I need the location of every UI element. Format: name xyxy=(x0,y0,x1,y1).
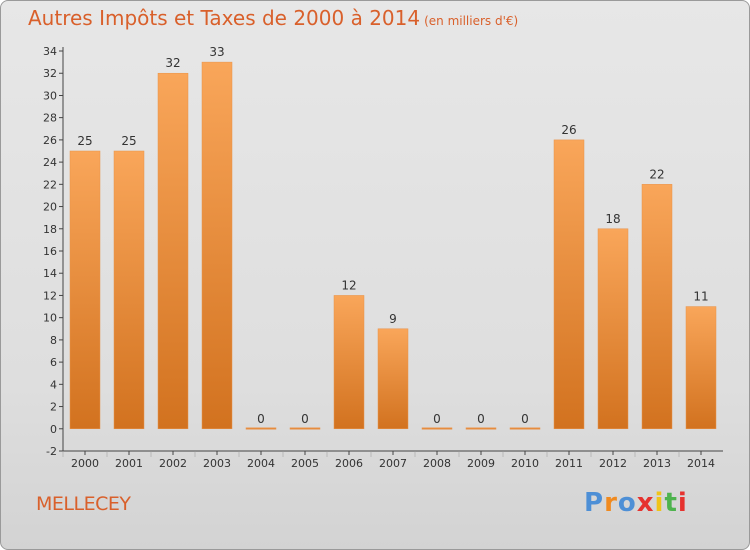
data-label: 18 xyxy=(605,212,620,226)
data-label: 0 xyxy=(521,412,529,426)
data-label: 12 xyxy=(341,278,356,292)
y-tick-label: 22 xyxy=(43,178,57,191)
bar xyxy=(509,427,541,430)
x-tick-label: 2014 xyxy=(687,457,715,470)
data-label: 33 xyxy=(209,45,224,59)
y-tick-label: 6 xyxy=(50,356,57,369)
data-label: 26 xyxy=(561,123,576,137)
bar xyxy=(333,295,365,430)
y-tick-label: 14 xyxy=(43,267,57,280)
x-tick-label: 2001 xyxy=(115,457,143,470)
x-tick-label: 2013 xyxy=(643,457,671,470)
y-tick-label: 20 xyxy=(43,201,57,214)
bar xyxy=(553,139,585,430)
chart-title-text: Autres Impôts et Taxes de 2000 à 2014 xyxy=(28,6,421,30)
x-tick-label: 2005 xyxy=(291,457,319,470)
data-label: 25 xyxy=(77,134,92,148)
y-tick-label: 8 xyxy=(50,334,57,347)
x-tick-label: 2002 xyxy=(159,457,187,470)
bars xyxy=(69,61,717,430)
y-tick-label: 32 xyxy=(43,67,57,80)
brand-letter: t xyxy=(664,488,678,518)
y-tick-label: 30 xyxy=(43,89,57,102)
bar xyxy=(465,427,497,430)
brand-letter: i xyxy=(677,488,688,518)
y-tick-label: 26 xyxy=(43,134,57,147)
brand-letter: r xyxy=(604,488,618,518)
brand-logo[interactable]: Proxiti xyxy=(584,488,688,518)
brand-letter: i xyxy=(654,488,665,518)
bar xyxy=(289,427,321,430)
bar xyxy=(69,150,101,430)
x-tick-label: 2003 xyxy=(203,457,231,470)
bar xyxy=(113,150,145,430)
x-tick-label: 2009 xyxy=(467,457,495,470)
data-label: 0 xyxy=(477,412,485,426)
y-tick-label: 10 xyxy=(43,312,57,325)
bar xyxy=(641,184,673,430)
data-label: 25 xyxy=(121,134,136,148)
bar xyxy=(685,306,717,430)
bar xyxy=(245,427,277,430)
bar xyxy=(421,427,453,430)
y-tick-label: 16 xyxy=(43,245,57,258)
y-tick-label: 24 xyxy=(43,156,57,169)
bar xyxy=(377,328,409,430)
data-label: 9 xyxy=(389,312,397,326)
x-tick-label: 2011 xyxy=(555,457,583,470)
bar xyxy=(597,228,629,430)
y-tick-label: 0 xyxy=(50,423,57,436)
data-label: 0 xyxy=(301,412,309,426)
chart-title: Autres Impôts et Taxes de 2000 à 2014 (en… xyxy=(28,6,518,30)
x-tick-label: 2004 xyxy=(247,457,275,470)
x-tick-label: 2006 xyxy=(335,457,363,470)
data-label: 0 xyxy=(257,412,265,426)
x-tick-label: 2010 xyxy=(511,457,539,470)
x-tick-label: 2008 xyxy=(423,457,451,470)
x-tick-label: 2012 xyxy=(599,457,627,470)
y-tick-label: 34 xyxy=(43,45,57,58)
y-tick-label: 28 xyxy=(43,112,57,125)
data-label: 11 xyxy=(693,290,708,304)
y-tick-label: 4 xyxy=(50,378,57,391)
y-tick-label: 12 xyxy=(43,289,57,302)
data-label: 22 xyxy=(649,167,664,181)
brand-letter: x xyxy=(636,488,655,518)
bar xyxy=(157,72,189,430)
brand-letter: P xyxy=(584,488,605,518)
brand-letter: o xyxy=(617,488,637,518)
commune-name: MELLECEY xyxy=(36,493,131,515)
y-tick-label: 2 xyxy=(50,401,57,414)
chart-title-unit: (en milliers d'€) xyxy=(424,14,519,28)
y-tick-label: -2 xyxy=(46,445,57,458)
data-label: 32 xyxy=(165,56,180,70)
data-labels: 25 25 32 33 0 0 12 9 0 0 0 26 18 22 11 xyxy=(77,45,708,426)
x-tick-label: 2000 xyxy=(71,457,99,470)
data-label: 0 xyxy=(433,412,441,426)
bar xyxy=(201,61,233,430)
y-tick-label: 18 xyxy=(43,223,57,236)
x-tick-label: 2007 xyxy=(379,457,407,470)
